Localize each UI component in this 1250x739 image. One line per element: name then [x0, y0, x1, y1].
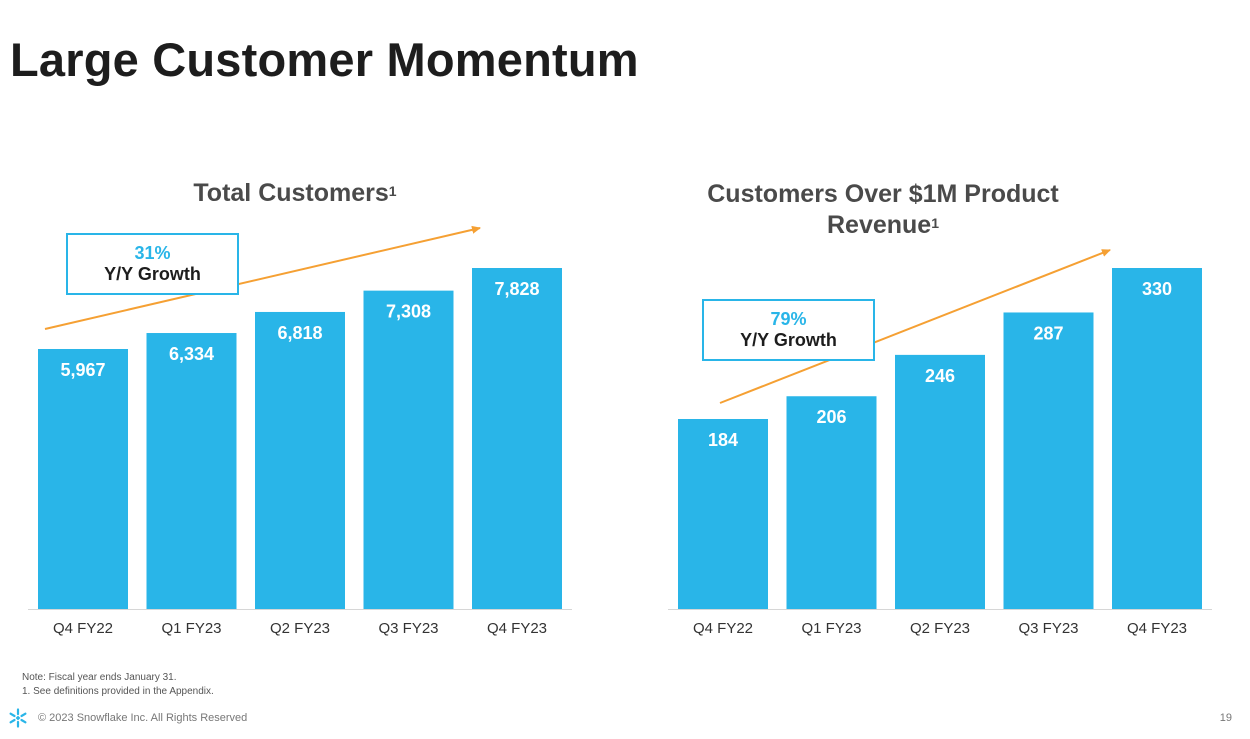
x-tick-label: Q3 FY23	[378, 620, 438, 637]
fiscal-note: Note: Fiscal year ends January 31.	[22, 672, 177, 683]
growth-percent: 79%	[770, 309, 807, 329]
bar	[678, 419, 768, 609]
chart-title-superscript: 1	[931, 215, 939, 231]
footnote: 1. See definitions provided in the Appen…	[22, 686, 214, 697]
growth-label: Y/Y Growth	[104, 264, 201, 284]
bar-value-label: 287	[1033, 323, 1063, 343]
bar	[472, 268, 562, 609]
bar-value-label: 6,334	[169, 344, 214, 364]
bar-value-label: 7,308	[386, 302, 431, 322]
growth-callout-1m-customers: 79% Y/Y Growth	[702, 299, 875, 361]
chart-title-1m-customers: Customers Over $1M Product Revenue1	[688, 179, 1078, 241]
bar	[895, 354, 985, 609]
snowflake-logo-icon	[9, 708, 27, 728]
bar-value-label: 246	[925, 366, 955, 386]
growth-percent: 31%	[134, 243, 171, 263]
x-tick-label: Q2 FY23	[910, 620, 970, 637]
bar	[146, 333, 237, 609]
bar	[1003, 312, 1094, 609]
copyright-text: © 2023 Snowflake Inc. All Rights Reserve…	[38, 712, 248, 724]
x-tick-label: Q3 FY23	[1018, 620, 1078, 637]
bar-value-label: 206	[816, 407, 846, 427]
x-tick-label: Q4 FY23	[487, 620, 547, 637]
x-tick-label: Q4 FY22	[693, 620, 753, 637]
chart-title-total-customers: Total Customers1	[150, 178, 440, 209]
x-tick-label: Q1 FY23	[161, 620, 221, 637]
growth-label: Y/Y Growth	[740, 330, 837, 350]
bar	[786, 396, 877, 609]
bar	[1112, 268, 1202, 609]
bar-value-label: 5,967	[60, 360, 105, 380]
chart-title-text: Total Customers	[193, 179, 389, 207]
growth-trend-arrow	[44, 225, 481, 330]
bar	[255, 311, 345, 609]
growth-callout-total-customers: 31% Y/Y Growth	[66, 233, 239, 295]
bar-value-label: 7,828	[494, 279, 539, 299]
bar	[363, 290, 454, 609]
chart-title-superscript: 1	[388, 183, 397, 199]
bar-value-label: 184	[708, 430, 738, 450]
slide-notes: Note: Fiscal year ends January 31. 1. Se…	[22, 671, 214, 699]
x-tick-label: Q2 FY23	[270, 620, 330, 637]
bar	[38, 349, 128, 609]
x-tick-label: Q1 FY23	[801, 620, 861, 637]
slide-title: Large Customer Momentum	[10, 33, 639, 86]
chart-title-text: Customers Over $1M Product Revenue	[707, 180, 1059, 239]
page-number: 19	[1219, 712, 1232, 724]
x-tick-label: Q4 FY22	[53, 620, 113, 637]
bar-value-label: 330	[1142, 279, 1172, 299]
growth-trend-arrow	[719, 249, 1111, 404]
bar-value-label: 6,818	[277, 323, 322, 343]
x-tick-label: Q4 FY23	[1127, 620, 1187, 637]
